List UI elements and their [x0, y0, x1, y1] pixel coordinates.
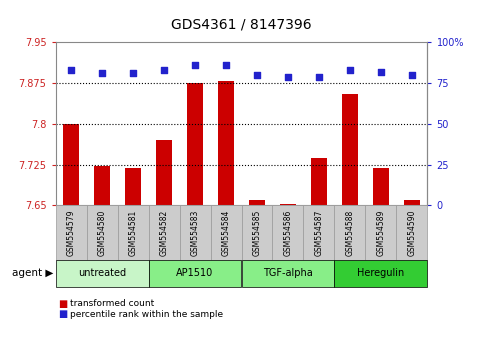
Point	[284, 74, 292, 80]
Point	[129, 70, 137, 76]
Text: ■: ■	[58, 309, 67, 319]
Bar	[249, 200, 265, 205]
Text: GSM554581: GSM554581	[128, 210, 138, 256]
Text: GSM554589: GSM554589	[376, 210, 385, 256]
Text: GSM554586: GSM554586	[284, 210, 293, 256]
Point	[98, 70, 106, 76]
Text: AP1510: AP1510	[176, 268, 213, 279]
Text: untreated: untreated	[78, 268, 126, 279]
Text: GSM554585: GSM554585	[253, 210, 261, 256]
Bar	[149, 260, 242, 287]
Bar	[242, 205, 272, 260]
Bar	[373, 169, 389, 205]
Bar	[187, 82, 203, 205]
Text: GSM554582: GSM554582	[159, 210, 169, 256]
Text: ■: ■	[58, 299, 67, 309]
Text: GSM554583: GSM554583	[190, 210, 199, 256]
Point	[67, 67, 75, 73]
Bar	[117, 205, 149, 260]
Bar	[334, 260, 427, 287]
Bar	[94, 166, 110, 205]
Bar	[63, 124, 79, 205]
Bar	[280, 204, 296, 205]
Text: GSM554587: GSM554587	[314, 210, 324, 256]
Bar	[125, 169, 141, 205]
Text: Heregulin: Heregulin	[357, 268, 405, 279]
Bar	[342, 94, 358, 205]
Bar	[366, 205, 397, 260]
Point	[315, 74, 323, 80]
Bar	[56, 260, 149, 287]
Bar	[149, 205, 180, 260]
Bar	[156, 140, 172, 205]
Text: percentile rank within the sample: percentile rank within the sample	[70, 310, 223, 319]
Bar	[272, 205, 303, 260]
Bar	[180, 205, 211, 260]
Bar	[334, 205, 366, 260]
Bar	[311, 158, 327, 205]
Bar	[56, 205, 86, 260]
Bar	[397, 205, 427, 260]
Point	[191, 62, 199, 68]
Point	[408, 72, 416, 78]
Bar	[404, 200, 420, 205]
Text: GSM554580: GSM554580	[98, 210, 107, 256]
Point	[253, 72, 261, 78]
Text: TGF-alpha: TGF-alpha	[263, 268, 313, 279]
Point	[346, 67, 354, 73]
Bar	[218, 81, 234, 205]
Bar	[211, 205, 242, 260]
Text: GSM554579: GSM554579	[67, 210, 75, 256]
Point	[377, 69, 385, 75]
Point	[222, 62, 230, 68]
Point	[160, 67, 168, 73]
Text: agent ▶: agent ▶	[12, 268, 53, 279]
Bar	[303, 205, 334, 260]
Text: transformed count: transformed count	[70, 299, 154, 308]
Text: GSM554590: GSM554590	[408, 210, 416, 256]
Text: GDS4361 / 8147396: GDS4361 / 8147396	[171, 18, 312, 32]
Bar	[242, 260, 334, 287]
Bar	[86, 205, 117, 260]
Text: GSM554584: GSM554584	[222, 210, 230, 256]
Text: GSM554588: GSM554588	[345, 210, 355, 256]
